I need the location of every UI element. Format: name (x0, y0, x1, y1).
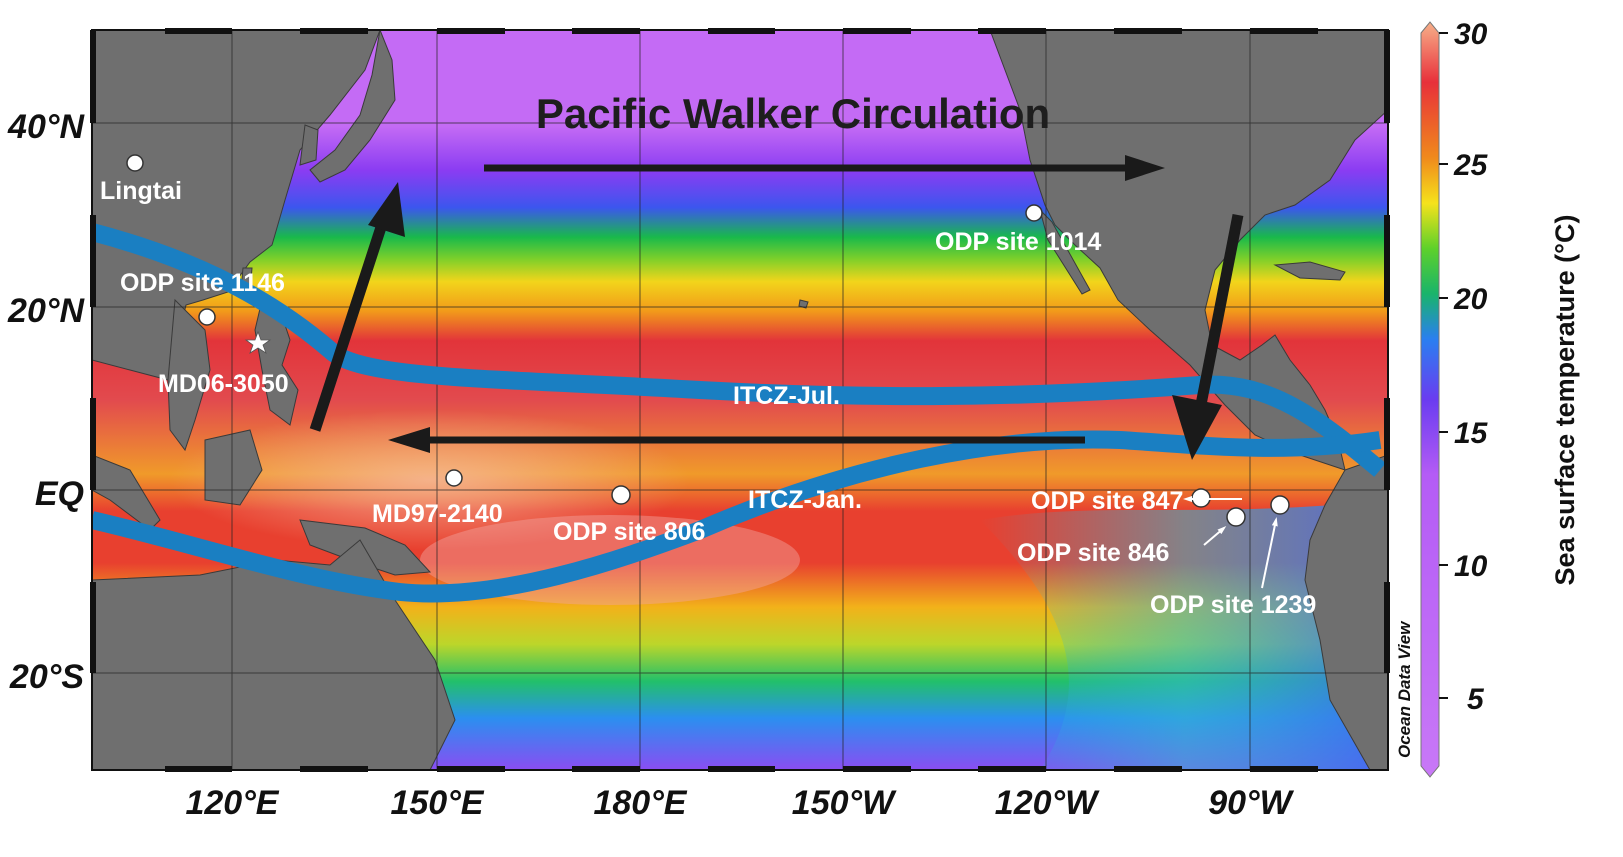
indochina (167, 298, 211, 452)
eastern-cold-tongue (980, 500, 1388, 770)
colorbar-tick-30: 30 (1454, 18, 1488, 51)
site-marker-odp1146 (198, 308, 216, 326)
frame-ticks-right (1384, 30, 1390, 673)
frame-ticks-left (90, 30, 96, 673)
site-label-md97-2140: MD97-2140 (372, 500, 503, 528)
longitude-labels: 120°E 150°E 180°E 150°W 120°W 90°W (185, 784, 1294, 822)
warm-pool (170, 410, 690, 550)
latitude-labels: 40°N 20°N EQ 20°S (7, 108, 85, 696)
lon-label-150w: 150°W (792, 784, 897, 822)
itcz-jan-band (92, 430, 1382, 603)
lon-label-150e: 150°E (390, 784, 484, 822)
land (92, 30, 1388, 770)
hawaii (798, 299, 809, 309)
lat-label-20s: 20°S (9, 658, 84, 696)
site-marker-md06-3050-star-icon (244, 330, 272, 354)
baja-california (1039, 208, 1091, 295)
lon-label-120e: 120°E (185, 784, 279, 822)
site-marker-lingtai (126, 154, 144, 172)
site-label-lingtai: Lingtai (100, 177, 182, 205)
north-america (989, 30, 1388, 471)
arrow-east-descending-head (1172, 395, 1222, 460)
site-marker-odp1014 (1025, 204, 1043, 222)
colorbar-tick-25: 25 (1453, 149, 1489, 182)
map-frame (90, 28, 1390, 772)
lon-label-90w: 90°W (1208, 784, 1294, 822)
asia-landmass (92, 30, 381, 381)
site-label-md06-3050: MD06-3050 (158, 370, 289, 398)
colorbar-label: Sea surface temperature (°C) (1550, 215, 1580, 586)
cuba (1273, 261, 1346, 281)
frame-ticks-bottom (165, 766, 1318, 772)
colorbar-tick-20: 20 (1453, 283, 1488, 316)
itcz-july-band (92, 223, 1386, 477)
site-label-odp846: ODP site 846 (1017, 539, 1169, 567)
site-label-odp806: ODP site 806 (553, 518, 705, 546)
map-area: Pacific Walker Circulation ITCZ-Jul. ITC… (92, 30, 1388, 770)
ocean-data-view-credit: Ocean Data View (1395, 620, 1414, 758)
itcz-jan-label: ITCZ-Jan. (748, 486, 862, 514)
korea (299, 124, 319, 166)
site-marker-md97-2140 (445, 469, 463, 487)
site-markers: Lingtai ODP site 1146 MD06-3050 MD97-214… (100, 154, 1316, 619)
lon-label-120w: 120°W (995, 784, 1100, 822)
arrow-west-ascending (309, 213, 391, 432)
frame-ticks-top (165, 28, 1318, 34)
arrow-upper-eastward-head (1125, 155, 1165, 181)
site-label-odp1239: ODP site 1239 (1150, 591, 1316, 619)
site-label-odp847: ODP site 847 (1031, 487, 1183, 515)
lat-label-20n: 20°N (7, 292, 85, 330)
site-marker-odp846 (1226, 507, 1246, 527)
colorbar-bar (1420, 21, 1440, 778)
lat-label-eq: EQ (35, 475, 84, 513)
south-america (1304, 454, 1388, 770)
walker-circulation-arrows (309, 155, 1244, 460)
arrow-east-descending (1192, 213, 1244, 422)
site-marker-odp1239 (1270, 495, 1290, 515)
colorbar-tick-10: 10 (1454, 550, 1488, 583)
colorbar-tick-5: 5 (1467, 683, 1485, 716)
site-marker-odp806 (611, 485, 631, 505)
pointer-odp846 (1203, 526, 1227, 546)
pointer-odp1239 (1261, 517, 1278, 589)
colorbar: 30 25 20 15 10 5 Sea surface temperature… (1420, 18, 1580, 778)
colorbar-ticks (1439, 32, 1448, 699)
lon-label-180e: 180°E (593, 784, 687, 822)
site-label-odp1014: ODP site 1014 (935, 228, 1101, 256)
site-label-odp1146: ODP site 1146 (120, 269, 285, 297)
itcz-july-label: ITCZ-Jul. (733, 382, 840, 410)
lat-label-40n: 40°N (7, 108, 85, 146)
map-title: Pacific Walker Circulation (536, 90, 1050, 137)
arrow-lower-westward-head (388, 427, 430, 453)
japan (309, 30, 396, 183)
arrow-west-ascending-head (368, 182, 405, 237)
colorbar-tick-15: 15 (1454, 417, 1489, 450)
new-guinea (299, 519, 432, 576)
